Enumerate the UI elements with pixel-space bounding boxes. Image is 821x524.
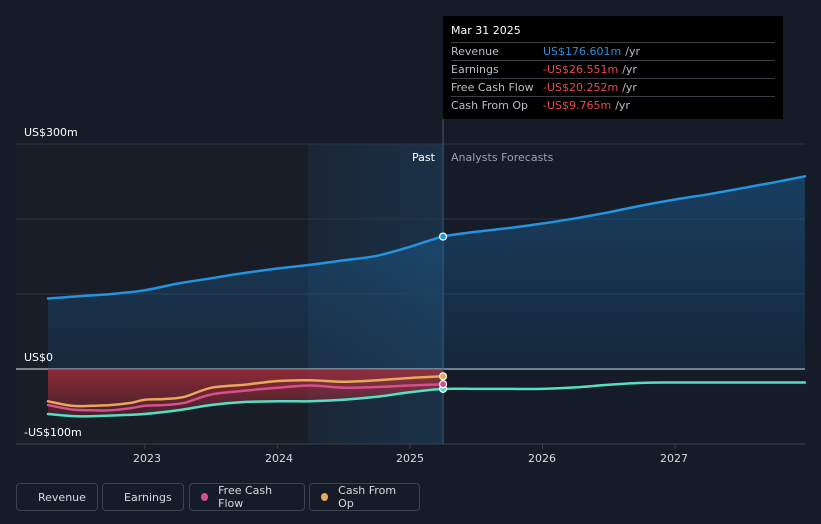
tooltip-unit: /yr: [625, 45, 640, 58]
x-tick-2024: 2024: [265, 452, 293, 465]
y-tick-label-0: US$0: [24, 351, 54, 364]
legend-label: Cash From Op: [338, 484, 397, 510]
legend-earnings[interactable]: Earnings: [102, 483, 184, 511]
tooltip-row-earnings: Earnings -US$26.551m /yr: [451, 60, 775, 78]
tooltip-row-free-cash-flow: Free Cash Flow -US$20.252m /yr: [451, 78, 775, 96]
tooltip-unit: /yr: [622, 63, 637, 76]
y-tick-label-300: US$300m: [24, 126, 78, 139]
tooltip-unit: /yr: [615, 99, 630, 112]
revenue-marker: [438, 232, 448, 241]
tooltip-value: -US$9.765m: [543, 99, 612, 112]
series-markers: [438, 232, 448, 394]
revenue-line: [46, 175, 807, 300]
x-tick-2023: 2023: [133, 452, 161, 465]
past-label: Past: [412, 151, 435, 164]
legend-revenue[interactable]: Revenue: [16, 483, 98, 511]
y-tick-label-neg100: -US$100m: [24, 426, 82, 439]
x-tick-2025: 2025: [396, 452, 424, 465]
legend-dot-icon: [321, 493, 329, 501]
tooltip-label: Revenue: [451, 45, 499, 58]
legend-dot-icon: [201, 493, 209, 501]
legend-label: Revenue: [38, 490, 86, 504]
forecast-label: Analysts Forecasts: [451, 151, 554, 164]
tooltip-value: US$176.601m: [543, 45, 622, 58]
legend-free-cash-flow[interactable]: Free Cash Flow: [189, 483, 305, 511]
cash-from-op-line: [46, 375, 445, 408]
tooltip-label: Free Cash Flow: [451, 81, 534, 94]
tooltip-value: -US$26.551m: [543, 63, 619, 76]
tooltip-unit: /yr: [622, 81, 637, 94]
legend-cash-from-op[interactable]: Cash From Op: [309, 483, 420, 511]
legend-label: Free Cash Flow: [218, 484, 273, 510]
tooltip-label: Earnings: [451, 63, 499, 76]
x-tick-2027: 2027: [660, 452, 688, 465]
cash-from-op-marker: [438, 372, 448, 381]
legend-label: Earnings: [124, 490, 172, 504]
tooltip-date: Mar 31 2025: [451, 24, 521, 37]
earnings-line: [46, 381, 807, 418]
free-cash-flow-marker: [438, 380, 448, 389]
tooltip: Mar 31 2025 Revenue US$176.601m /yr Earn…: [443, 16, 783, 119]
tooltip-row-revenue: Revenue US$176.601m /yr: [451, 42, 775, 60]
x-tick-2026: 2026: [528, 452, 556, 465]
free-cash-flow-line: [46, 382, 445, 412]
tooltip-row-cash-from-op: Cash From Op -US$9.765m /yr: [451, 96, 775, 114]
revenue-area: [48, 176, 805, 369]
tooltip-label: Cash From Op: [451, 99, 529, 112]
tooltip-value: -US$20.252m: [543, 81, 619, 94]
series-lines: [46, 175, 807, 418]
